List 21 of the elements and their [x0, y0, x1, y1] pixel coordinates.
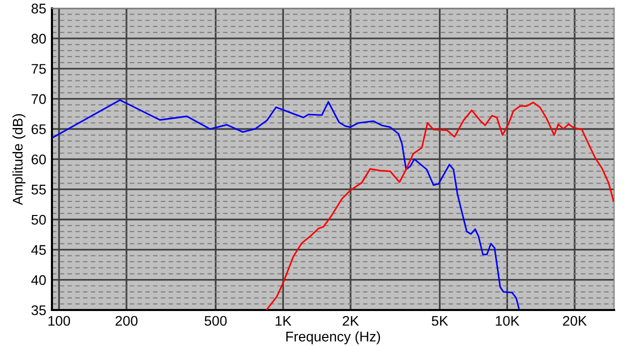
y-tick-label: 60: [32, 154, 46, 164]
y-tick-label: 50: [32, 214, 46, 225]
x-tick-label: 10K: [496, 316, 520, 326]
x-tick-label: 200: [116, 316, 138, 326]
y-tick-label: 55: [32, 184, 46, 194]
x-tick-label: 5K: [432, 316, 448, 326]
y-tick-label: 40: [31, 275, 46, 286]
x-axis-title: Frequency (Hz): [286, 331, 380, 344]
x-tick-label: 500: [204, 316, 227, 326]
x-tick-label: 20K: [562, 316, 587, 326]
y-tick-label: 70: [32, 94, 46, 104]
y-tick-label: 85: [32, 4, 46, 14]
y-tick-label: 75: [32, 64, 46, 74]
x-tick-label: 1K: [276, 316, 292, 326]
x-tick-label: 2K: [342, 316, 359, 326]
x-tick-label: 100: [48, 316, 70, 326]
y-axis-title: Amplitude (dB): [12, 114, 26, 206]
y-tick-label: 35: [31, 305, 46, 316]
y-tick-label: 65: [32, 124, 46, 134]
y-tick-label: 45: [31, 245, 46, 255]
y-tick-label: 80: [32, 34, 46, 44]
